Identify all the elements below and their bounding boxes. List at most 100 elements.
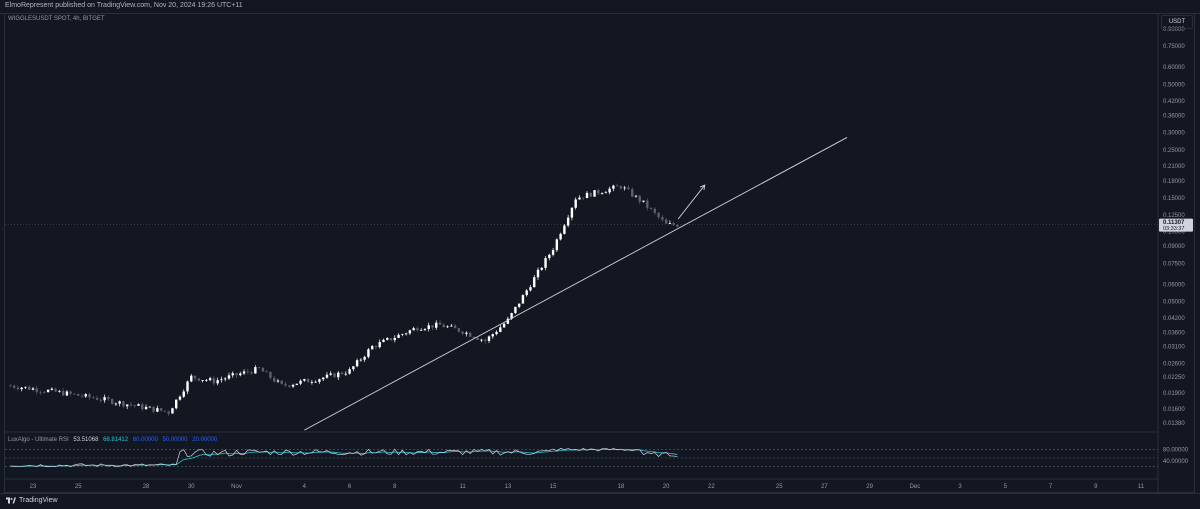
indicator-legend[interactable]: LuxAlgo - Ultimate RSI 53.51068 68.81412…	[8, 437, 220, 443]
candle-body	[397, 335, 399, 338]
time-tick-label: 30	[188, 484, 195, 490]
candle-body	[657, 213, 659, 217]
time-tick-label: Dec	[910, 484, 921, 490]
candle-body	[326, 375, 328, 378]
candle	[379, 339, 381, 348]
candle-body	[375, 346, 377, 347]
candle-body	[571, 208, 573, 218]
candle-body	[160, 408, 162, 411]
candle	[495, 330, 497, 335]
candle-body	[379, 342, 381, 347]
price-tick-label: 0.04200	[1163, 316, 1185, 322]
candle-body	[458, 328, 460, 332]
candle-body	[480, 340, 482, 341]
candle	[141, 402, 143, 411]
candle	[394, 335, 396, 342]
candle	[160, 408, 162, 412]
candle	[156, 406, 158, 412]
candle	[330, 371, 332, 376]
candle-body	[567, 218, 569, 226]
candle	[439, 320, 441, 325]
candle-body	[277, 381, 279, 382]
candle	[179, 395, 181, 400]
candle-body	[220, 379, 222, 380]
candle-body	[537, 270, 539, 277]
candle	[175, 399, 177, 409]
time-tick-label: 9	[1094, 484, 1098, 490]
candle	[77, 394, 79, 396]
candle	[262, 367, 264, 372]
candle	[326, 372, 328, 379]
candle	[216, 378, 218, 386]
candle-body	[54, 389, 56, 392]
candle	[284, 381, 286, 387]
price-tick-label: 0.50000	[1163, 82, 1185, 88]
candle-body	[201, 380, 203, 381]
candle	[243, 369, 245, 375]
candle-body	[183, 391, 185, 396]
candle-body	[273, 378, 275, 382]
candle	[118, 401, 120, 407]
price-tick-label: 0.02600	[1163, 361, 1185, 367]
candle-body	[36, 388, 38, 391]
candle-body	[85, 394, 87, 396]
candle-body	[559, 234, 561, 240]
time-tick-label: 6	[348, 484, 352, 490]
tradingview-logo[interactable]: TradingView	[6, 497, 58, 504]
candle-body	[258, 367, 260, 368]
candle-body	[51, 389, 53, 390]
candle	[484, 338, 486, 343]
candle	[311, 380, 313, 385]
candle	[526, 289, 528, 297]
price-tick-label: 0.18000	[1163, 179, 1185, 185]
candle-body	[13, 386, 15, 388]
candle	[269, 371, 271, 379]
indicator-value-5: 20.00000	[192, 437, 217, 443]
candle	[149, 406, 151, 407]
candle-body	[412, 328, 414, 330]
candle	[292, 384, 294, 388]
candle-body	[563, 225, 565, 233]
candle	[514, 307, 516, 314]
candle-body	[623, 188, 625, 189]
candle-body	[341, 373, 343, 375]
indicator-name: LuxAlgo - Ultimate RSI	[8, 437, 69, 443]
candle	[54, 388, 56, 392]
candle	[28, 385, 30, 390]
candle	[601, 192, 603, 194]
trendline	[304, 137, 847, 430]
candle	[17, 385, 19, 391]
candle	[382, 339, 384, 343]
candle-body	[556, 239, 558, 250]
candle-body	[330, 373, 332, 374]
rsi-tick-label: 80.00000	[1163, 448, 1189, 454]
candle	[220, 377, 222, 383]
candle-body	[518, 304, 520, 307]
candle	[24, 387, 26, 390]
candle	[639, 195, 641, 204]
indicator-value-1: 53.51068	[73, 437, 98, 443]
candle-body	[492, 334, 494, 336]
candle	[183, 389, 185, 398]
candle	[571, 207, 573, 220]
candle	[446, 325, 448, 328]
candle-body	[420, 330, 422, 331]
indicator-value-4: 50.00000	[162, 437, 187, 443]
candle-body	[416, 328, 418, 330]
candle-body	[646, 201, 648, 208]
currency-button[interactable]: USDT	[1161, 15, 1193, 29]
candle	[39, 391, 41, 395]
candle-body	[669, 223, 671, 224]
candle	[145, 405, 147, 410]
candle	[348, 367, 350, 374]
candle-body	[431, 325, 433, 327]
candle	[450, 324, 452, 327]
candle-body	[292, 385, 294, 387]
candle	[356, 358, 358, 367]
candle-body	[209, 378, 211, 380]
footer-bar: TradingView	[0, 493, 1200, 509]
time-tick-label: 11	[1138, 484, 1145, 490]
candle	[669, 220, 671, 224]
symbol-title[interactable]: WIGGLESUSDT SPOT, 4h, BITGET	[8, 16, 105, 22]
